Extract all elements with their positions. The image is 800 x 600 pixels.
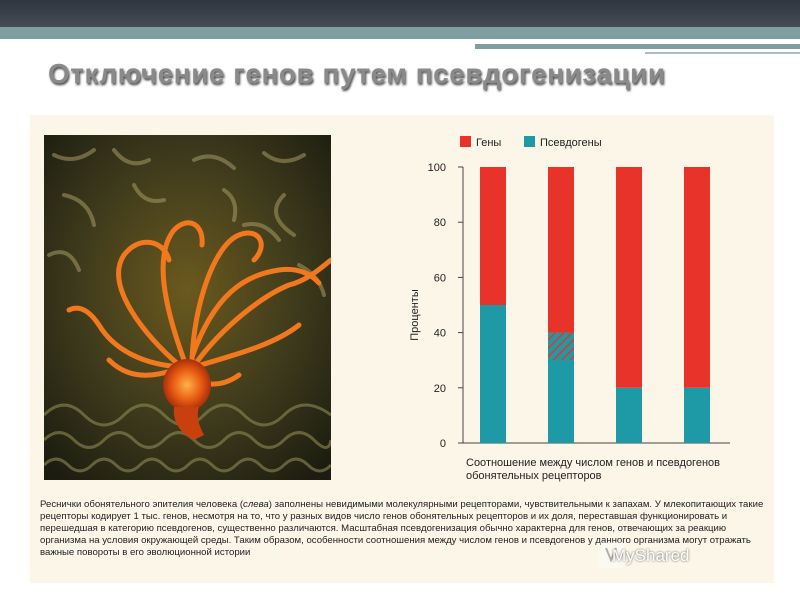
y-axis-label: Проценты (409, 289, 421, 341)
watermark-badge (598, 542, 624, 568)
caption-text-after: ) заполнены невидимыми молекулярными рец… (40, 499, 764, 558)
legend-label-genes: Гены (476, 137, 501, 149)
y-tick-label: 100 (428, 162, 446, 174)
chart-caption: Соотношение между числом генов и псевдог… (466, 457, 720, 482)
figure-caption: Реснички обонятельного эпителия человека… (40, 499, 765, 559)
bar-segment-genes (684, 167, 710, 388)
legend-label-pseudogenes: Псевдогены (540, 137, 602, 149)
legend-swatch-pseudogenes (524, 136, 535, 147)
bar-segment-pseudogenes (616, 387, 642, 443)
caption-text-before: Реснички обонятельного эпителия человека… (40, 499, 244, 510)
legend-swatch-genes (460, 136, 471, 147)
y-tick-label: 80 (434, 217, 446, 229)
header-accent-line-thin (645, 52, 800, 54)
top-bar (0, 0, 800, 27)
y-tick-label: 0 (440, 438, 446, 450)
bar-segment-genes (548, 167, 574, 333)
y-tick-label: 60 (434, 272, 446, 284)
caption-text-italic: слева (243, 499, 269, 510)
y-tick-label: 40 (434, 328, 446, 340)
slide-title: Отключение генов путем псевдогенизации (48, 58, 666, 89)
bar-segment-genes (480, 167, 506, 305)
header-band (0, 27, 800, 39)
watermark-text: MyShared (612, 546, 690, 565)
bar-segment-genes (616, 167, 642, 388)
bar-segment-pseudogenes (684, 387, 710, 443)
pseudogene-bar-chart: Гены Псевдогены Проценты 100 80 60 40 20 0 (409, 136, 730, 450)
bar-segment-hatched (548, 332, 574, 361)
cilia-micrograph-image (44, 135, 331, 480)
header-accent-line (475, 44, 800, 49)
y-tick-label: 20 (434, 383, 446, 395)
bar-segment-pseudogenes (480, 305, 506, 443)
